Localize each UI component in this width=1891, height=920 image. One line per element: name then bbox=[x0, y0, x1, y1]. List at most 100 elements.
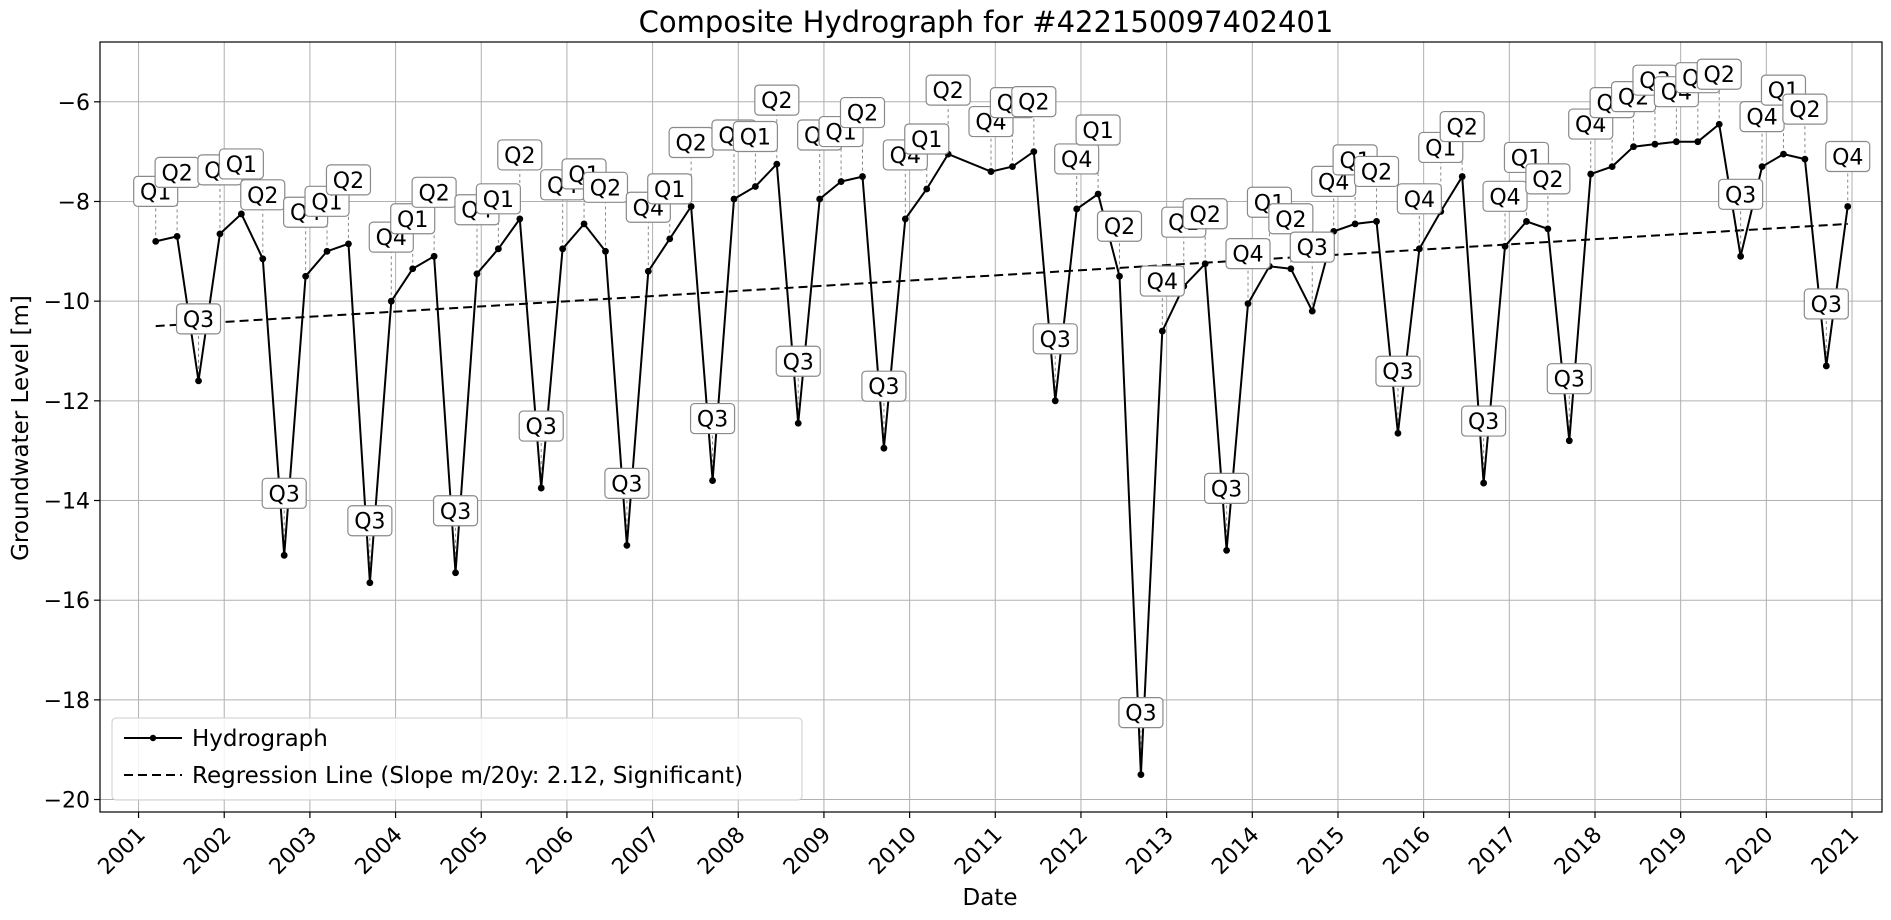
y-tick-label: −16 bbox=[44, 589, 90, 614]
quarter-label-box bbox=[861, 370, 907, 402]
quarter-label-text: Q3 bbox=[440, 500, 471, 525]
quarter-label-box bbox=[347, 505, 393, 537]
quarter-label: Q1 bbox=[1075, 114, 1121, 146]
x-tick-label: 2009 bbox=[779, 823, 836, 880]
x-tick-label: 2011 bbox=[950, 823, 1007, 880]
hydrograph-point bbox=[1094, 190, 1102, 198]
x-tick-label: 2016 bbox=[1379, 823, 1436, 880]
quarter-label: Q3 bbox=[432, 495, 479, 527]
quarter-label: Q1 bbox=[390, 203, 436, 235]
quarter-label-box bbox=[240, 179, 286, 211]
hydrograph-point bbox=[430, 252, 438, 260]
hydrograph-point bbox=[1801, 155, 1809, 163]
quarter-label-text: Q1 bbox=[226, 153, 257, 178]
quarter-label-text: Q2 bbox=[761, 89, 792, 114]
plot-frame bbox=[99, 41, 1883, 813]
quarter-label: Q2 bbox=[582, 171, 629, 203]
quarter-label-box bbox=[1718, 178, 1764, 210]
quarter-label-text: Q2 bbox=[418, 181, 449, 206]
quarter-label-text: Q2 bbox=[504, 144, 535, 169]
quarter-label-box bbox=[175, 303, 222, 335]
hydrograph-point bbox=[1758, 163, 1766, 170]
quarter-label-box bbox=[518, 410, 564, 442]
hydrograph-point bbox=[1480, 479, 1488, 487]
hydrograph-point bbox=[816, 195, 824, 203]
hydrograph-point bbox=[345, 240, 352, 248]
hydrograph-point bbox=[1737, 252, 1745, 260]
quarter-label-box bbox=[1096, 210, 1143, 242]
quarter-label-text: Q3 bbox=[354, 510, 385, 535]
quarter-label-box bbox=[1461, 405, 1507, 437]
hydrograph-point bbox=[687, 203, 695, 210]
hydrograph-point bbox=[280, 551, 288, 559]
quarter-label-text: Q3 bbox=[526, 415, 557, 440]
quarter-label-box bbox=[839, 96, 886, 129]
hydrograph-point bbox=[1137, 771, 1145, 779]
quarter-label-box bbox=[1825, 140, 1871, 173]
quarter-label: Q2 bbox=[1096, 210, 1143, 242]
quarter-label: Q2 bbox=[1011, 86, 1057, 118]
x-tick-label: 2010 bbox=[865, 823, 922, 880]
quarter-label: Q2 bbox=[668, 126, 714, 159]
quarter-label-text: Q2 bbox=[1704, 63, 1735, 88]
quarter-label-box bbox=[1782, 93, 1828, 125]
hydrograph-point bbox=[516, 215, 524, 223]
quarter-label: Q3 bbox=[689, 402, 736, 435]
quarter-label-text: Q2 bbox=[932, 79, 963, 104]
legend-regression-label: Regression Line (Slope m/20y: 2.12, Sign… bbox=[192, 763, 743, 789]
hydrograph-point bbox=[537, 484, 545, 492]
quarter-label: Q2 bbox=[325, 164, 372, 196]
quarter-label: Q3 bbox=[1375, 355, 1421, 387]
quarter-label-text: Q1 bbox=[911, 128, 942, 153]
quarter-label-text: Q3 bbox=[269, 482, 300, 507]
x-tick-label: 2015 bbox=[1293, 823, 1350, 880]
x-tick-label: 2005 bbox=[436, 823, 493, 880]
quarter-label-text: Q2 bbox=[675, 131, 706, 156]
hydrograph-point bbox=[1587, 170, 1595, 178]
quarter-label: Q2 bbox=[1782, 93, 1828, 125]
hydrograph-point bbox=[1394, 429, 1402, 437]
quarter-label-box bbox=[1525, 163, 1571, 195]
quarter-label-text: Q4 bbox=[1061, 148, 1092, 173]
quarter-label: Q1 bbox=[218, 148, 264, 180]
hydrograph-point bbox=[1715, 120, 1723, 128]
quarter-label: Q1 bbox=[732, 120, 778, 153]
quarter-label: Q3 bbox=[1546, 363, 1592, 395]
quarter-label-box bbox=[411, 176, 457, 208]
quarter-label-box bbox=[604, 467, 650, 499]
hydrograph-point bbox=[666, 235, 674, 243]
hydrograph-point bbox=[1523, 218, 1530, 225]
hydrograph-point bbox=[1780, 150, 1787, 158]
quarter-label: Q4 bbox=[1825, 140, 1871, 173]
legend-hydrograph-label: Hydrograph bbox=[192, 726, 328, 752]
quarter-label-box bbox=[1204, 472, 1250, 504]
hydrograph-point bbox=[494, 245, 502, 253]
hydrograph-point bbox=[195, 377, 202, 385]
hydrograph-point bbox=[323, 247, 331, 255]
quarter-label: Q3 bbox=[261, 477, 307, 509]
quarter-label: Q2 bbox=[497, 139, 543, 171]
hydrograph-point bbox=[302, 272, 310, 280]
quarter-label: Q3 bbox=[1803, 288, 1849, 320]
quarter-label-text: Q2 bbox=[1018, 91, 1049, 116]
hydrograph-point bbox=[1051, 397, 1059, 405]
quarter-label-box bbox=[904, 123, 950, 155]
x-tick-label: 2012 bbox=[1036, 823, 1093, 880]
quarter-label-box bbox=[1289, 231, 1335, 263]
quarter-label-text: Q4 bbox=[1746, 106, 1777, 131]
quarter-label-text: Q4 bbox=[1404, 188, 1435, 213]
x-tick-label: 2008 bbox=[693, 823, 750, 880]
quarter-label-box bbox=[732, 120, 778, 153]
quarter-label-box bbox=[497, 139, 543, 171]
quarter-label: Q3 bbox=[861, 370, 907, 402]
x-tick-label: 2013 bbox=[1122, 823, 1179, 880]
quarter-label: Q2 bbox=[1268, 203, 1314, 235]
hydrograph-point bbox=[751, 183, 759, 190]
hydrograph-point bbox=[709, 477, 716, 484]
x-axis: 2001 2002 2003 2004 2005 2006 2007 2008 2009 2010… bbox=[94, 812, 1864, 880]
quarter-label-text: Q3 bbox=[1554, 368, 1585, 393]
hydrograph-point bbox=[1630, 143, 1637, 151]
quarter-label-box bbox=[1011, 86, 1057, 118]
hydrograph-point bbox=[1672, 138, 1680, 146]
